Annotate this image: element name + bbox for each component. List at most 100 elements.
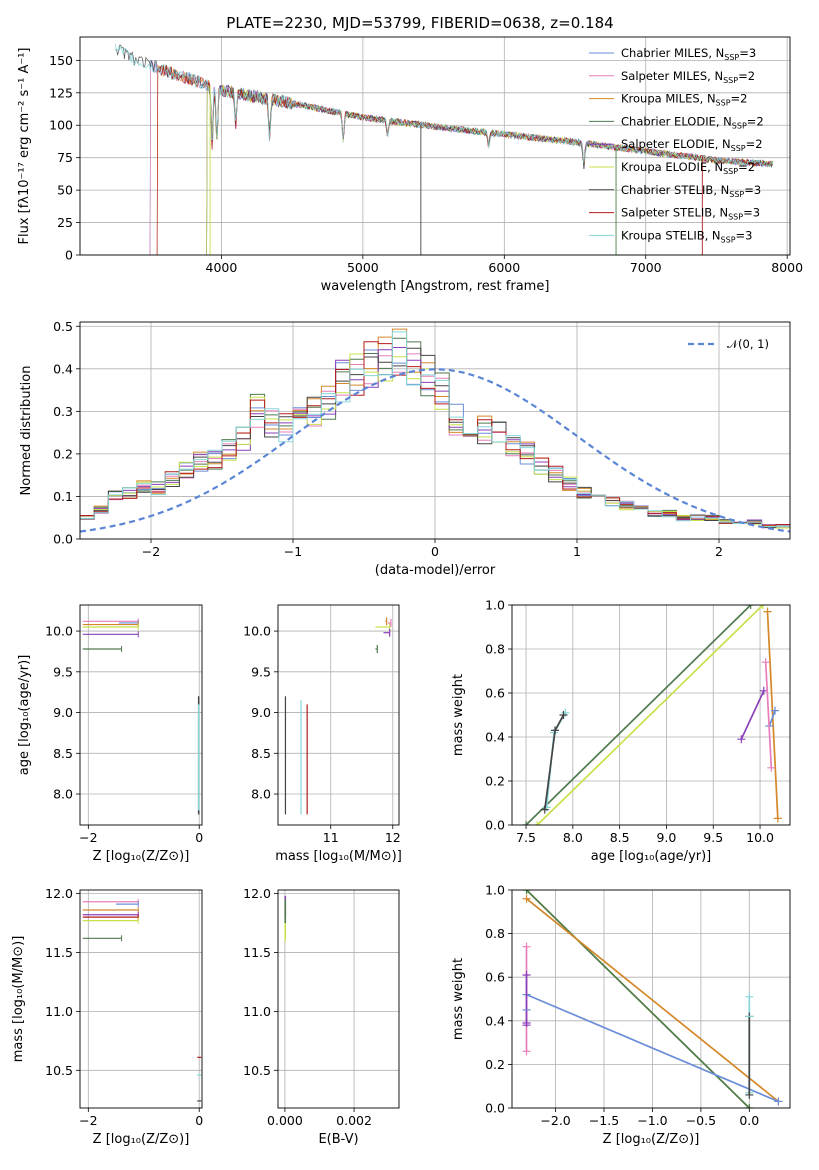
weight-marker [773, 814, 782, 823]
tick-label-y: 0.8 [485, 926, 505, 941]
tick-label-y: 12.0 [45, 886, 73, 901]
tick-label-y: 8.5 [251, 746, 271, 761]
tick-label-y: 10.5 [243, 1063, 271, 1078]
tick-label-x: 9.5 [703, 830, 723, 845]
tick-label-y: 0.8 [485, 642, 505, 657]
tick-label-y: 0 [65, 248, 73, 263]
histogram-step-line [80, 331, 790, 528]
x-axis-label: Z [log₁₀(Z/Z⊙)] [603, 1132, 700, 1147]
legend-label: Kroupa STELIB, NSSP=3 [621, 228, 752, 244]
weight-line [525, 605, 752, 825]
legend-label: 𝒩(0, 1) [727, 337, 769, 351]
weight-marker [522, 942, 531, 951]
legend-label: Kroupa MILES, NSSP=2 [621, 92, 747, 108]
y-axis-label: mass weight [451, 958, 466, 1040]
tick-label-y: 8.0 [251, 787, 271, 802]
tick-label-y: 1.0 [485, 598, 505, 613]
axes-frame [511, 889, 791, 1109]
weight-line [525, 890, 750, 1108]
weight-marker [522, 890, 531, 894]
tick-label-x: −1.5 [589, 1113, 619, 1128]
x-axis-label: age [log₁₀(age/yr)] [591, 849, 712, 864]
tick-label-y: 1.0 [485, 883, 505, 898]
tick-label-x: 10.0 [746, 830, 774, 845]
weight-marker [763, 607, 772, 616]
tick-label-y: 0.0 [485, 818, 505, 833]
tick-label-x: 6000 [488, 260, 520, 275]
tick-label-y: 9.0 [251, 705, 271, 720]
tick-label-y: 0.4 [485, 730, 505, 745]
legend-label: Chabrier MILES, NSSP=3 [621, 46, 756, 62]
panel-residuals: −2 −1 0 1 2 0.0 0.1 0.2 0.3 0.4 0.5 (data-model)/er… [19, 319, 791, 578]
weight-marker [559, 711, 568, 719]
tick-label-y: 0.2 [485, 774, 505, 789]
weight-line [740, 690, 765, 740]
y-axis-label: mass [log₁₀(M/M⊙)] [11, 936, 26, 1063]
tick-label-x: 0 [431, 544, 439, 559]
tick-label-y: 0.4 [485, 1013, 505, 1028]
tick-label-x: 7000 [630, 260, 662, 275]
axes-frame [511, 604, 791, 826]
tick-label-x: 0 [195, 1113, 203, 1128]
tick-label-y: 9.5 [251, 664, 271, 679]
tick-label-y: 9.5 [53, 664, 73, 679]
plot-area [522, 605, 782, 825]
tick-label-y: 50 [57, 183, 73, 198]
axes-frame [79, 604, 203, 826]
panel-age-vs-mass: 11 12 8.0 8.5 9.0 9.5 10.0 mass [log₁₀(M/M⊙)] [243, 604, 402, 864]
y-axis-label: mass weight [451, 674, 466, 756]
legend-label: Chabrier STELIB, NSSP=3 [621, 183, 761, 199]
tick-label-y: 0.5 [53, 319, 73, 334]
tick-label-x: 12 [385, 830, 401, 845]
weight-marker [745, 992, 754, 1001]
tick-label-x: 7.5 [516, 830, 536, 845]
tick-label-y: 8.5 [53, 746, 73, 761]
plot-area [82, 618, 200, 815]
tick-label-y: 10.5 [45, 1063, 73, 1078]
tick-label-y: 75 [57, 150, 73, 165]
tick-label-x: 1 [573, 544, 581, 559]
tick-label-y: 0.3 [53, 404, 73, 419]
tick-label-y: 0.2 [485, 1057, 505, 1072]
weight-line [764, 662, 773, 768]
tick-label-y: 11.5 [45, 945, 73, 960]
panel-mass-vs-EBV: 0.000 0.002 10.5 11.0 11.5 12.0 E(B-V) [243, 886, 400, 1147]
tick-label-y: 9.0 [53, 705, 73, 720]
histogram-step-line [80, 347, 790, 528]
legend-label: Chabrier ELODIE, NSSP=2 [621, 114, 764, 130]
tick-label-x: 8.5 [610, 830, 630, 845]
tick-label-y: 0.6 [485, 686, 505, 701]
weight-marker [533, 821, 542, 825]
plot-area [82, 898, 202, 1102]
tick-label-x: 8000 [771, 260, 803, 275]
weight-marker [771, 706, 780, 715]
panel-weight-vs-age: 7.5 8.0 8.5 9.0 9.5 10.0 0.0 0.2 0.4 0.6 0.8 1.0 age… [451, 598, 791, 864]
legend-label: Salpeter MILES, NSSP=2 [621, 69, 755, 85]
weight-line [526, 993, 779, 1103]
weight-marker [745, 1104, 754, 1108]
x-axis-label: wavelength [Angstrom, rest frame] [321, 279, 550, 294]
tick-label-y: 0.4 [53, 361, 73, 376]
tick-label-x: −2 [79, 1113, 97, 1128]
tick-label-x: −0.5 [686, 1113, 716, 1128]
tick-label-y: 12.0 [243, 886, 271, 901]
panel-mass-vs-Z: −2 0 10.5 11.0 11.5 12.0 Z [log₁₀(Z/Z⊙)] mass [… [11, 886, 203, 1147]
tick-label-x: 0 [195, 830, 203, 845]
weight-marker [767, 763, 776, 772]
weight-marker [551, 726, 560, 735]
tick-label-y: 125 [49, 85, 73, 100]
tick-label-x: 5000 [347, 260, 379, 275]
tick-label-y: 8.0 [53, 787, 73, 802]
weight-marker [746, 605, 755, 609]
weight-marker [542, 803, 551, 812]
weight-marker [522, 894, 531, 903]
tick-label-x: −1.0 [637, 1113, 667, 1128]
axes-frame [277, 604, 400, 826]
tick-label-y: 11.0 [243, 1004, 271, 1019]
axes-frame [79, 889, 203, 1109]
tick-label-y: 11.0 [45, 1004, 73, 1019]
weight-marker [745, 1090, 754, 1099]
y-axis-label: Flux [fλ10⁻¹⁷ erg cm⁻² s⁻¹ A⁻¹] [17, 48, 32, 245]
plot-area [80, 328, 790, 533]
